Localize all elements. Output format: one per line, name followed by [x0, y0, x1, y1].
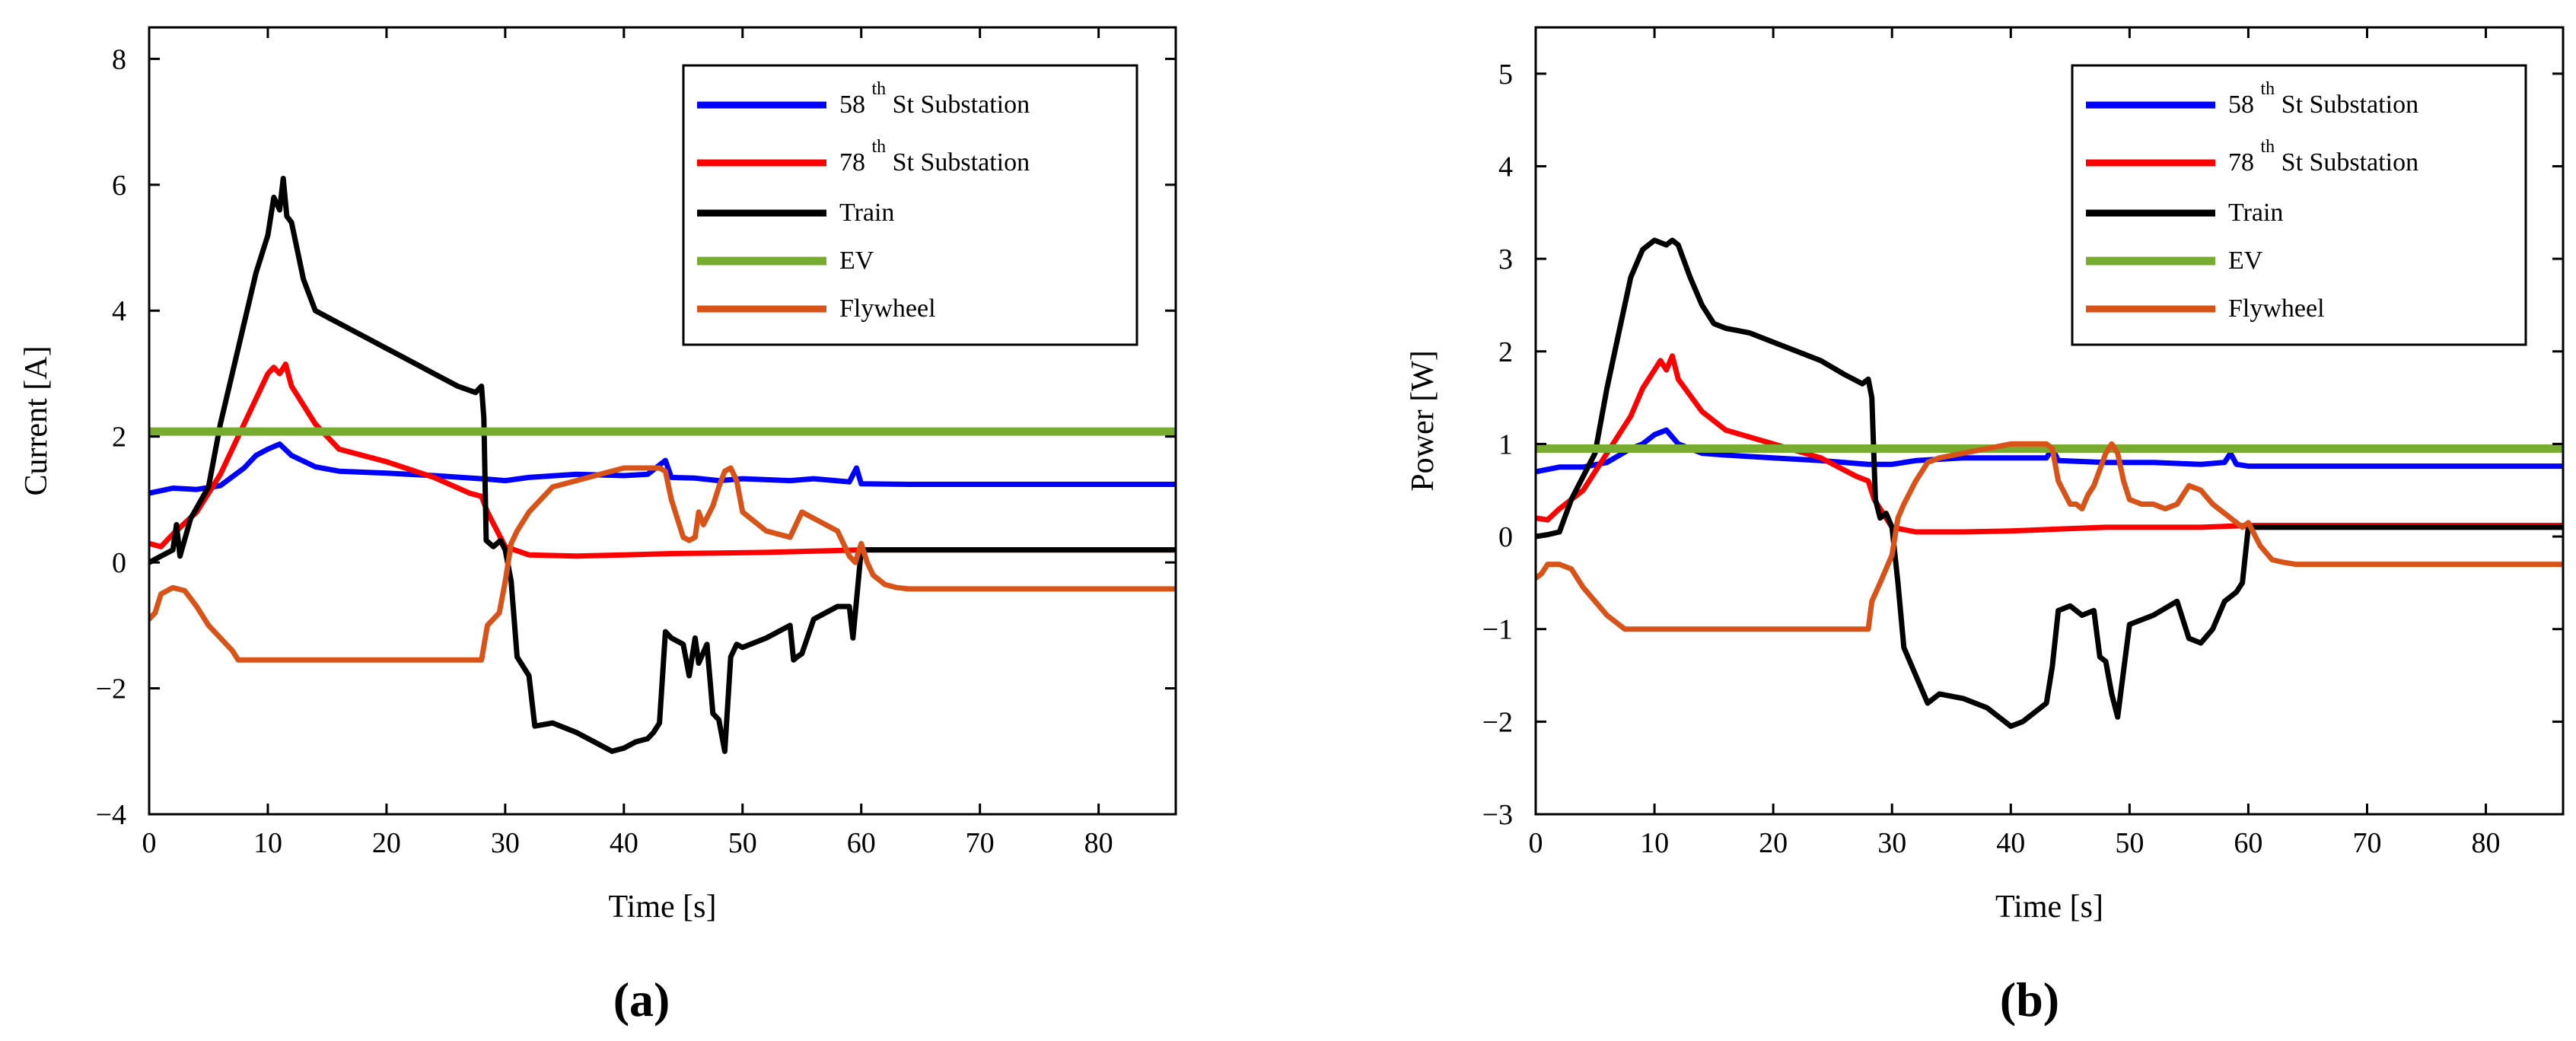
- x-tick-label: 0: [142, 827, 157, 859]
- legend-label-rest: St Substation: [886, 148, 1030, 177]
- chart-panel-b: 0 10 20 30 40 50 60 70 80 −3 −2 −1 0 1 2 3 4 5 Time [s] Pow…: [1406, 26, 2565, 925]
- y-tick-label: 1: [1498, 428, 1513, 460]
- y-tick-label: −1: [1482, 614, 1513, 646]
- x-tick-label: 20: [1759, 827, 1788, 859]
- y-axis-label: Current [A]: [19, 345, 54, 495]
- legend-label-rest: St Substation: [886, 91, 1030, 119]
- x-tick-label: 20: [372, 827, 401, 859]
- legend-label: 58 th St Substation: [2228, 79, 2418, 119]
- panel-label-b: (b): [2000, 973, 2059, 1027]
- legend-item: EV: [697, 247, 874, 275]
- x-tick-label: 60: [2234, 827, 2262, 859]
- x-tick-label: 40: [1996, 827, 2025, 859]
- legend-label-rest: St Substation: [2275, 148, 2418, 177]
- series-group: [1536, 237, 2563, 729]
- x-tick-label: 80: [2472, 827, 2501, 859]
- legend-label: 78 th St Substation: [2228, 137, 2418, 177]
- x-tick-label: 10: [1640, 827, 1669, 859]
- legend-label-sup: th: [872, 137, 887, 157]
- y-tick-label: 6: [112, 170, 126, 202]
- legend-label-sup: th: [2261, 137, 2275, 157]
- series-line-flywheel: [149, 465, 1176, 663]
- y-tick-label: −2: [96, 673, 126, 705]
- legend-item: EV: [2086, 247, 2263, 275]
- y-tick-label: −2: [1482, 706, 1513, 738]
- x-tick-label: 70: [966, 827, 995, 859]
- y-tick-label: 4: [1498, 151, 1513, 183]
- x-tick-label: 60: [847, 827, 876, 859]
- legend-item: Train: [2086, 199, 2283, 227]
- series-line-58th-st-substation: [149, 441, 1176, 496]
- x-tick-label: 10: [253, 827, 282, 859]
- y-tick-label: −3: [1482, 799, 1513, 831]
- legend-item: Train: [697, 199, 894, 227]
- legend-label: Train: [839, 199, 894, 227]
- legend-label-main: Flywheel: [839, 294, 936, 323]
- y-tick-label: 2: [1498, 336, 1513, 368]
- x-tick-label: 70: [2352, 827, 2381, 859]
- legend-label: Train: [2228, 199, 2283, 227]
- series-group: [149, 176, 1176, 754]
- legend-label-main: 58: [839, 91, 872, 119]
- y-tick-label: 4: [112, 295, 126, 327]
- chart-panel-a: 0 10 20 30 40 50 60 70 80 −4 −2 0 2 4 6 8 Time [s] Curren…: [19, 26, 1177, 925]
- y-tick-label: −4: [96, 799, 126, 831]
- legend-label: 78 th St Substation: [839, 137, 1030, 177]
- legend-label: EV: [839, 247, 874, 275]
- legend-item: Flywheel: [697, 294, 936, 323]
- y-tick-label: 0: [112, 547, 126, 579]
- legend-label: Flywheel: [2228, 294, 2325, 323]
- y-tick-label: 3: [1498, 244, 1513, 275]
- x-tick-label: 0: [1529, 827, 1543, 859]
- legend-item: 58 th St Substation: [697, 79, 1030, 119]
- panel-label-a: (a): [613, 973, 670, 1027]
- series-line-train: [149, 176, 1176, 754]
- legend-label-main: EV: [839, 247, 874, 275]
- x-tick-label: 80: [1084, 827, 1113, 859]
- legend-label-main: 78: [839, 148, 872, 177]
- legend-label-sup: th: [2261, 79, 2275, 99]
- legend-item: 78 th St Substation: [697, 137, 1030, 177]
- legend-label: EV: [2228, 247, 2263, 275]
- plot-frame: [148, 26, 1177, 816]
- legend-label-main: EV: [2228, 247, 2263, 275]
- plot-frame: [1534, 26, 2565, 816]
- y-tick-label: 2: [112, 422, 126, 454]
- x-axis-label: Time [s]: [609, 890, 717, 925]
- legend-box: [682, 64, 1138, 346]
- series-line-78th-st-substation: [1536, 353, 2563, 535]
- legend-label: 58 th St Substation: [839, 79, 1030, 119]
- y-tick-label: 8: [112, 43, 126, 75]
- x-tick-label: 50: [728, 827, 757, 859]
- y-axis-label: Power [W]: [1406, 350, 1441, 491]
- series-line-train: [1536, 237, 2563, 729]
- legend-label-rest: St Substation: [2275, 91, 2418, 119]
- legend-box: [2071, 64, 2527, 346]
- legend-label-main: Train: [2228, 199, 2283, 227]
- x-tick-label: 50: [2115, 827, 2144, 859]
- legend-label-main: Flywheel: [2228, 294, 2325, 323]
- legend-item: Flywheel: [2086, 294, 2325, 323]
- legend-item: 78 th St Substation: [2086, 137, 2418, 177]
- legend-item: 58 th St Substation: [2086, 79, 2418, 119]
- legend-label-main: 78: [2228, 148, 2261, 177]
- y-tick-label: 5: [1498, 59, 1513, 91]
- x-tick-label: 30: [1877, 827, 1906, 859]
- x-axis-label: Time [s]: [1995, 890, 2103, 925]
- legend-label-main: 58: [2228, 91, 2261, 119]
- y-tick-label: 0: [1498, 521, 1513, 553]
- series-line-78th-st-substation: [149, 361, 1176, 559]
- series-line-flywheel: [1536, 441, 2563, 632]
- legend-label-sup: th: [872, 79, 887, 99]
- legend-label: Flywheel: [839, 294, 936, 323]
- x-tick-label: 40: [610, 827, 638, 859]
- x-tick-label: 30: [491, 827, 520, 859]
- legend-label-main: Train: [839, 199, 894, 227]
